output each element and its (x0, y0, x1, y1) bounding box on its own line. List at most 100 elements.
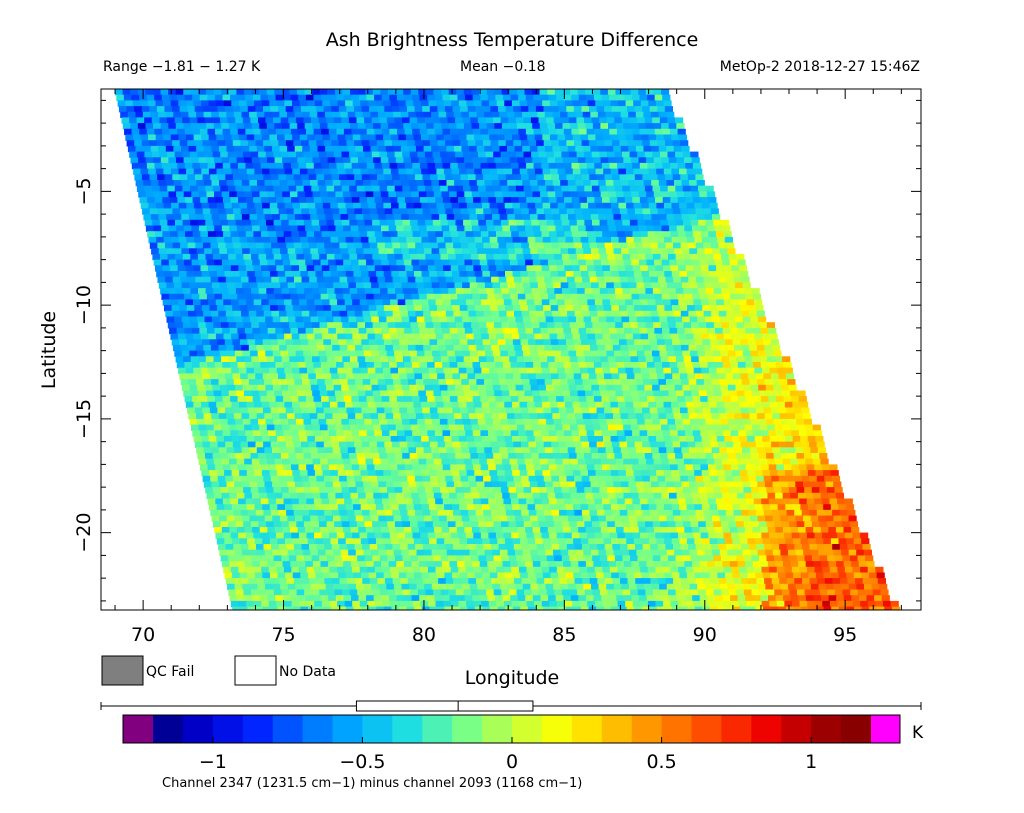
heatmap-cell (399, 373, 408, 380)
heatmap-cell (272, 248, 281, 255)
heatmap-cell (329, 100, 339, 107)
heatmap-cell (440, 322, 449, 329)
heatmap-cell (609, 265, 619, 272)
heatmap-cell (622, 356, 632, 363)
heatmap-cell (157, 242, 166, 249)
heatmap-cell (555, 191, 564, 198)
heatmap-cell (504, 401, 513, 409)
heatmap-cell (387, 185, 396, 192)
heatmap-cell (513, 242, 522, 249)
heatmap-cell (392, 344, 402, 352)
heatmap-cell (249, 180, 258, 187)
heatmap-cell (372, 322, 381, 329)
heatmap-cell (545, 282, 554, 289)
heatmap-cell (721, 390, 730, 397)
heatmap-cell (281, 219, 290, 227)
heatmap-cell (537, 180, 546, 187)
heatmap-cell (667, 350, 676, 357)
heatmap-cell (710, 339, 719, 346)
heatmap-cell (350, 225, 359, 232)
heatmap-cell (564, 265, 573, 272)
heatmap-cell (453, 379, 462, 386)
heatmap-cell (557, 333, 566, 340)
heatmap-cell (731, 333, 740, 340)
heatmap-cell (346, 407, 355, 414)
heatmap-cell (678, 265, 687, 272)
heatmap-cell (627, 208, 636, 215)
heatmap-cell (666, 248, 675, 255)
heatmap-cell (342, 322, 351, 329)
heatmap-cell (429, 106, 438, 113)
heatmap-cell (328, 128, 337, 136)
heatmap-cell (325, 214, 334, 221)
heatmap-cell (273, 151, 282, 158)
heatmap-cell (661, 293, 670, 301)
heatmap-cell (397, 197, 406, 204)
heatmap-cell (353, 202, 362, 210)
heatmap-cell (585, 390, 594, 397)
heatmap-cell (663, 299, 672, 306)
heatmap-cell (745, 396, 754, 403)
heatmap-cell (793, 441, 803, 448)
heatmap-cell (273, 418, 282, 426)
heatmap-cell (358, 191, 367, 198)
heatmap-cell (271, 276, 280, 283)
heatmap-cell (316, 310, 326, 318)
heatmap-cell (216, 202, 225, 210)
heatmap-cell (646, 191, 655, 198)
heatmap-cell (187, 174, 196, 181)
heatmap-cell (172, 140, 181, 147)
heatmap-cell (455, 117, 464, 124)
heatmap-cell (678, 134, 687, 141)
heatmap-cell (532, 390, 541, 397)
heatmap-cell (590, 180, 599, 187)
heatmap-cell (248, 344, 257, 352)
heatmap-cell (575, 214, 584, 221)
heatmap-cell (532, 225, 541, 232)
heatmap-cell (457, 162, 466, 170)
heatmap-cell (671, 134, 680, 141)
heatmap-cell (494, 157, 503, 164)
heatmap-cell (204, 282, 213, 289)
heatmap-cell (349, 219, 358, 227)
heatmap-cell (349, 151, 358, 158)
heatmap-cell (435, 197, 444, 204)
heatmap-cell (251, 322, 260, 329)
heatmap-cell (480, 94, 489, 101)
heatmap-cell (768, 396, 777, 403)
heatmap-cell (679, 271, 688, 278)
heatmap-cell (736, 253, 745, 261)
heatmap-cell (322, 134, 331, 141)
heatmap-cell (653, 89, 662, 96)
heatmap-cell (572, 134, 581, 141)
heatmap-cell (195, 344, 204, 352)
heatmap-cell (585, 225, 594, 232)
heatmap-cell (461, 310, 470, 318)
heatmap-cell (682, 418, 691, 426)
heatmap-cell (204, 418, 214, 426)
heatmap-cell (523, 117, 532, 124)
heatmap-cell (203, 310, 212, 318)
heatmap-cell (290, 293, 299, 301)
heatmap-cell (720, 350, 729, 357)
heatmap-cell (434, 293, 443, 301)
heatmap-cell (610, 367, 619, 374)
heatmap-cell (616, 430, 626, 437)
heatmap-cell (248, 208, 257, 215)
heatmap-cell (763, 339, 772, 346)
heatmap-cell (677, 197, 686, 204)
heatmap-cell (210, 242, 219, 249)
heatmap-cell (653, 322, 662, 329)
heatmap-cell (161, 293, 170, 301)
heatmap-cell (502, 225, 511, 232)
heatmap-cell (286, 276, 295, 283)
heatmap-cell (207, 430, 216, 437)
heatmap-cell (448, 123, 457, 130)
heatmap-cell (296, 322, 305, 329)
heatmap-cell (446, 413, 455, 420)
heatmap-cell (571, 231, 580, 238)
heatmap-cell (685, 265, 694, 272)
heatmap-cell (197, 185, 206, 192)
heatmap-cell (178, 236, 187, 244)
heatmap-cell (637, 185, 646, 192)
